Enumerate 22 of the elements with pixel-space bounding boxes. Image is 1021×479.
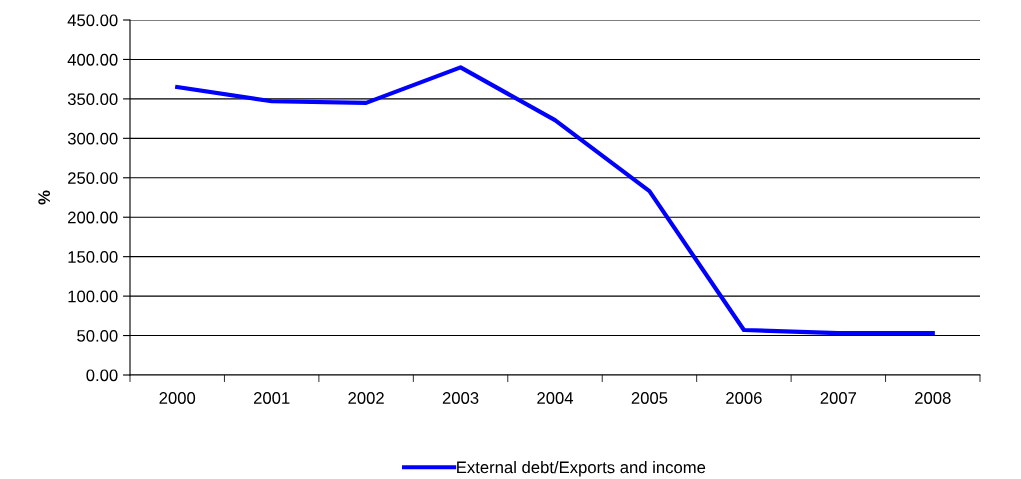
y-tick-label: 450.00 [67,14,118,27]
y-tick-label: 250.00 [68,172,118,184]
x-tick-label: 2001 [253,392,290,404]
x-tick-label: 2003 [442,392,479,404]
y-tick-label: 200.00 [68,211,118,224]
x-tick-label: 2005 [631,392,668,404]
line-series [175,65,935,336]
x-tick-label: 2006 [726,392,762,404]
x-tick-label: 2000 [159,392,196,404]
y-tick-label: 150.00 [68,251,118,263]
x-tick-label: 2007 [820,392,857,404]
x-tick-label: 2004 [537,392,574,404]
y-tick-label: 300.00 [67,132,118,145]
y-tick-label: 100.00 [68,290,118,303]
x-tick-label: 2002 [348,392,384,404]
y-tick-label: 50.00 [77,329,118,342]
y-axis-title: % [38,190,51,205]
y-tick-label: 0.00 [86,369,118,382]
x-tick-label: 2008 [915,392,951,404]
y-tick-label: 350.00 [67,93,118,106]
legend-label: External debt/Exports and income [457,461,706,477]
y-tick-label: 400.00 [67,53,118,66]
